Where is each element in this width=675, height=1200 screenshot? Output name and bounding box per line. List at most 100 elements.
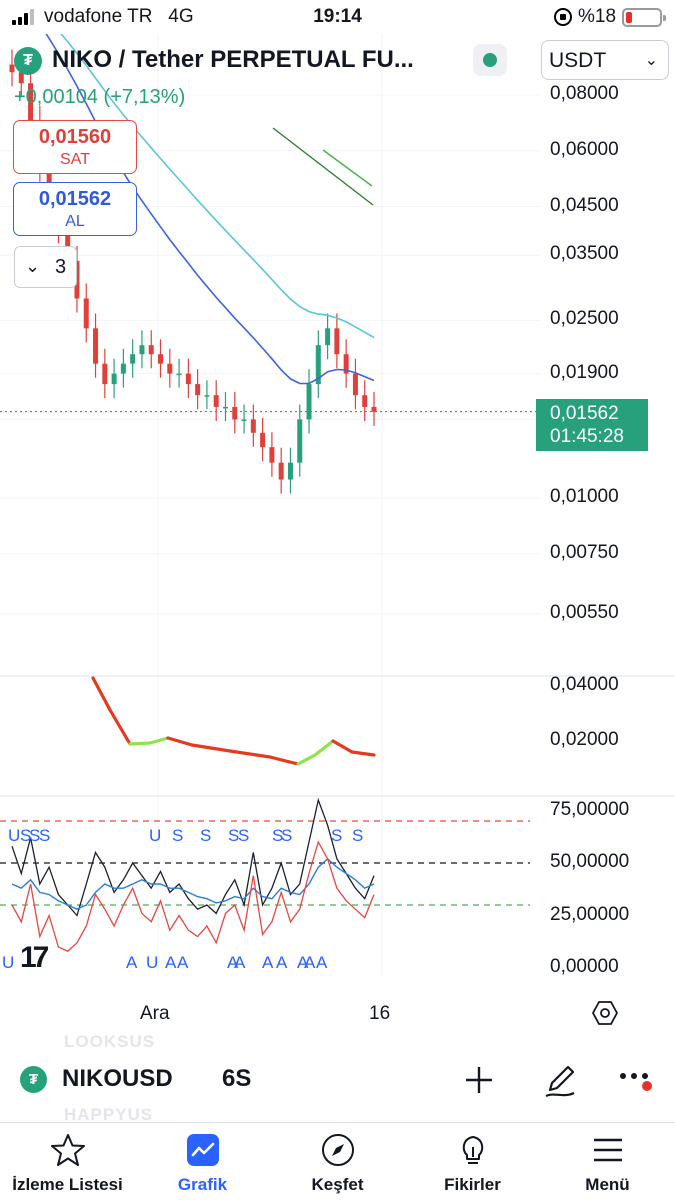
buy-signal-marker: A	[234, 953, 246, 972]
price-axis-label: 0,08000	[550, 83, 619, 104]
indicator-line-segment	[166, 736, 194, 747]
price-chart[interactable]	[0, 34, 675, 1024]
candle-body	[139, 345, 145, 355]
tab-bar: İzleme Listesi Grafik Keşfet Fikirler Me…	[0, 1122, 675, 1200]
chevron-down-icon: ⌄	[644, 52, 658, 69]
menu-icon	[593, 1138, 622, 1162]
market-status-icon[interactable]	[473, 44, 507, 76]
chevron-down-icon: ⌄	[25, 256, 41, 276]
tab-explore[interactable]: Keşfet	[270, 1123, 405, 1200]
tab-chart[interactable]: Grafik	[135, 1123, 270, 1200]
sell-signal-marker: S	[352, 826, 364, 845]
ema-slow-line	[60, 34, 375, 339]
candle-body	[28, 83, 34, 121]
indicator-line-segment	[350, 750, 376, 757]
tab-ideas[interactable]: Fikirler	[405, 1123, 540, 1200]
candle-body	[204, 395, 210, 397]
more-icon[interactable]	[617, 1064, 657, 1096]
tether-icon: ₮	[20, 1066, 47, 1093]
buy-price: 0,01562	[38, 188, 112, 210]
candle-body	[158, 354, 164, 364]
sell-signal-marker: S	[20, 826, 32, 845]
pen-icon[interactable]	[540, 1060, 580, 1100]
ghost-text: LOOKSUS	[64, 1032, 156, 1051]
star-icon	[50, 1134, 85, 1166]
candle-body	[65, 229, 71, 261]
candle-body	[278, 462, 284, 480]
sell-signal-marker: S	[172, 826, 184, 845]
candle-body	[167, 363, 173, 374]
indicator-axis-label: 0,02000	[550, 729, 619, 750]
oscillator-axis-label: 25,00000	[550, 903, 630, 925]
candle-body	[195, 384, 201, 396]
trend-line	[272, 127, 374, 206]
buy-button[interactable]: 0,01562 AL	[13, 182, 137, 236]
tab-watchlist[interactable]: İzleme Listesi	[0, 1123, 135, 1200]
price-change: +0,00104 (+7,13%)	[14, 86, 186, 108]
indicator-line-segment	[268, 755, 300, 766]
interval-button[interactable]: 6S	[222, 1065, 252, 1092]
sell-signal-marker: S	[228, 826, 240, 845]
indicator-line-segment	[91, 676, 112, 712]
last-price-value: 0,01562	[550, 403, 619, 424]
sell-signal-marker: S	[238, 826, 250, 845]
candle-body	[269, 447, 275, 463]
indicator-line-segment	[190, 743, 232, 753]
tether-icon: ₮	[14, 47, 42, 75]
price-axis-label: 0,02500	[550, 308, 619, 330]
signal-icon	[12, 9, 38, 25]
oscillator-axis-label: 50,00000	[550, 851, 630, 872]
ghost-text: HAPPYUS	[64, 1105, 154, 1124]
last-price-label: 0,01562 01:45:28	[536, 399, 648, 451]
tradingview-logo: 17	[20, 941, 49, 974]
symbol-title[interactable]: NIKO / Tether PERPETUAL FU...	[52, 46, 414, 73]
candle-body	[213, 395, 219, 407]
buy-signal-marker: A	[177, 953, 189, 972]
candle-body	[371, 406, 377, 412]
buy-signal-marker: U	[146, 953, 159, 972]
buy-label: AL	[65, 213, 85, 230]
indicators-toggle-button[interactable]: ⌄ 3	[14, 246, 77, 288]
status-bar: vodafone TR 4G 19:14 %18	[0, 0, 675, 34]
oscillator-axis-label: 75,00000	[550, 798, 630, 820]
oscillator-axis-label: 0,00000	[550, 956, 619, 977]
price-axis-label: 0,04500	[550, 194, 619, 216]
candle-body	[83, 298, 89, 329]
candle-body	[148, 345, 154, 355]
sell-signal-marker: S	[331, 826, 343, 845]
sell-label: SAT	[60, 151, 90, 168]
buy-signal-marker: A	[297, 953, 309, 972]
clock: 19:14	[313, 6, 362, 27]
battery-icon	[622, 8, 666, 27]
compass-icon	[321, 1134, 354, 1166]
candle-body	[232, 406, 238, 420]
plus-icon[interactable]	[463, 1064, 495, 1096]
candle-body	[176, 373, 182, 376]
price-axis-label: 0,03500	[550, 243, 619, 265]
candle-body	[287, 462, 293, 480]
candle-body	[9, 64, 15, 73]
sell-signal-marker: S	[200, 826, 212, 845]
sell-price: 0,01560	[38, 126, 112, 148]
symbol-name[interactable]: NIKOUSD	[62, 1065, 173, 1092]
currency-select[interactable]: USDT ⌄	[541, 40, 669, 80]
sell-button[interactable]: 0,01560 SAT	[13, 120, 137, 174]
indicators-count: 3	[55, 256, 67, 278]
rotation-lock-icon	[554, 8, 572, 26]
chart-settings-icon[interactable]	[592, 1000, 618, 1026]
price-axis-label: 0,00550	[550, 601, 619, 623]
bar-countdown: 01:45:28	[550, 426, 624, 447]
sell-signal-marker: U	[149, 826, 162, 845]
buy-signal-marker: A	[262, 953, 274, 972]
price-axis-label: 0,06000	[550, 138, 619, 160]
indicator-line-segment	[313, 739, 335, 757]
candle-body	[18, 72, 24, 84]
buy-signal-marker: A	[165, 953, 177, 972]
oscillator-line-fast	[11, 797, 375, 917]
candle-body	[111, 373, 117, 385]
tab-menu[interactable]: Menü	[540, 1123, 675, 1200]
indicator-line-segment	[331, 739, 354, 754]
indicator-line-segment	[108, 708, 132, 746]
candle-body	[250, 419, 256, 433]
buy-signal-marker: A	[316, 953, 328, 972]
